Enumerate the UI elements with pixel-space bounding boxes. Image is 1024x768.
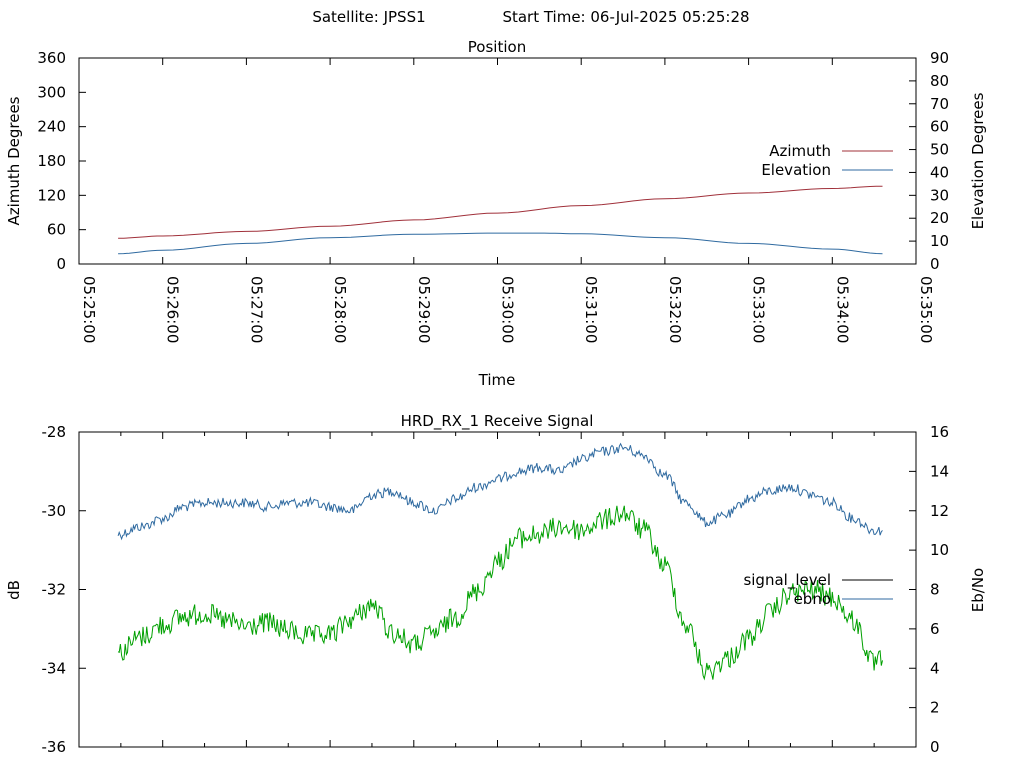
receive-signal-chart-ticks: -36 -34 -32 -30 -28 0 2 4 6 8 10 12 14 16: [42, 423, 950, 756]
y2-tick-label: 12: [930, 502, 949, 520]
x-tick-label: 05:29:00: [415, 276, 433, 343]
x-tick-label: 05:31:00: [582, 276, 600, 343]
series-line-signal-level: [117, 442, 883, 541]
receive-signal-chart-series: [117, 442, 883, 681]
y2-tick-label: 0: [930, 738, 940, 756]
x-tick-label: 05:26:00: [164, 276, 182, 343]
x-tick-label: 05:32:00: [666, 276, 684, 343]
y2-tick-label: 40: [930, 163, 949, 181]
y2-tick-label: 80: [930, 72, 949, 90]
y2-tick-label: 10: [930, 232, 949, 250]
y-tick-label: 240: [37, 118, 66, 136]
x-tick-label: 05:30:00: [499, 276, 517, 343]
y-tick-label: 300: [37, 83, 66, 101]
y-tick-label: -36: [42, 738, 67, 756]
receive-signal-chart-y2label: Eb/No: [969, 568, 987, 612]
y2-tick-label: 10: [930, 541, 949, 559]
position-chart: Position Time Azimuth Degrees Elevation …: [5, 38, 987, 389]
position-chart-ticks: 0 60 120 180 240 300 360 0 10 20 30 40 50 60 70 80 90 05:…: [37, 49, 949, 343]
y2-tick-label: 30: [930, 186, 949, 204]
position-chart-xlabel: Time: [478, 371, 516, 389]
x-tick-label: 05:34:00: [833, 276, 851, 343]
y-tick-label: -28: [42, 423, 67, 441]
series-line-elevation: [118, 232, 883, 255]
y2-tick-label: 6: [930, 620, 940, 638]
position-chart-ylabel: Azimuth Degrees: [5, 96, 23, 225]
y2-tick-label: 4: [930, 659, 940, 677]
legend-label: Elevation: [761, 161, 831, 179]
y2-tick-label: 50: [930, 141, 949, 159]
receive-signal-chart-title: HRD_RX_1 Receive Signal: [401, 412, 594, 431]
position-chart-series: [118, 185, 883, 255]
y2-tick-label: 20: [930, 209, 949, 227]
x-tick-label: 05:35:00: [917, 276, 935, 343]
y2-tick-label: 8: [930, 581, 940, 599]
y-tick-label: 120: [37, 186, 66, 204]
position-chart-y2label: Elevation Degrees: [969, 92, 987, 229]
legend-label: ebno: [794, 590, 831, 608]
x-tick-label: 05:25:00: [80, 276, 98, 343]
start-time-label: Start Time: 06-Jul-2025 05:25:28: [502, 8, 749, 26]
y2-tick-label: 90: [930, 49, 949, 67]
x-tick-label: 05:33:00: [750, 276, 768, 343]
y-tick-label: -34: [42, 659, 67, 677]
y2-tick-label: 2: [930, 699, 940, 717]
series-line-azimuth: [118, 185, 883, 239]
y2-tick-label: 70: [930, 95, 949, 113]
satellite-label: Satellite: JPSS1: [312, 8, 425, 26]
y-tick-label: -30: [42, 502, 67, 520]
x-tick-label: 05:27:00: [247, 276, 265, 343]
y-tick-label: 180: [37, 152, 66, 170]
y-tick-label: 60: [47, 221, 66, 239]
y2-tick-label: 60: [930, 118, 949, 136]
y-tick-label: 0: [56, 255, 66, 273]
legend-label: signal_level: [743, 571, 831, 590]
y2-tick-label: 14: [930, 462, 949, 480]
legend-label: Azimuth: [769, 142, 831, 160]
x-tick-label: 05:28:00: [331, 276, 349, 343]
receive-signal-chart: HRD_RX_1 Receive Signal dB Eb/No -36-34-…: [5, 412, 987, 756]
y-tick-label: -32: [42, 581, 67, 599]
y2-tick-label: 0: [930, 255, 940, 273]
series-line-ebno: [117, 505, 883, 681]
receive-signal-chart-ylabel: dB: [5, 580, 23, 600]
y-tick-label: 360: [37, 49, 66, 67]
position-chart-title: Position: [468, 38, 526, 56]
y2-tick-label: 16: [930, 423, 949, 441]
